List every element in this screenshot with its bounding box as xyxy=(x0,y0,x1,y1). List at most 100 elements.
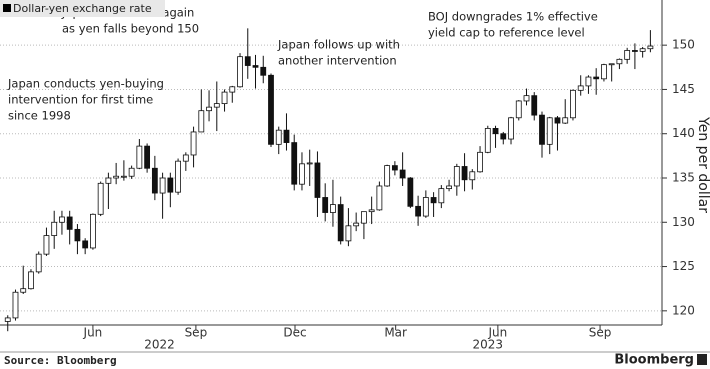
candle-body xyxy=(128,167,135,177)
candle-body xyxy=(484,128,491,153)
candle-body xyxy=(306,162,313,165)
candle-body xyxy=(90,213,96,249)
candle-body xyxy=(585,76,592,87)
x-tick-label: Jun xyxy=(487,326,507,340)
candle-body xyxy=(221,91,228,105)
y-tick-label: 125 xyxy=(672,259,695,273)
annotation: intervention for first time xyxy=(8,93,153,107)
candle-body xyxy=(384,165,391,187)
candle-body xyxy=(20,288,27,293)
candle-body xyxy=(570,89,576,119)
legend-label: Dollar-yen exchange rate xyxy=(13,2,152,15)
candle-body xyxy=(314,162,321,198)
y-tick-label: 140 xyxy=(672,126,695,140)
candle-body xyxy=(43,235,50,255)
candle-body xyxy=(539,114,545,145)
candle-body xyxy=(252,65,259,68)
candle-body xyxy=(74,228,81,242)
annotation: another intervention xyxy=(278,54,397,68)
candle-body xyxy=(213,103,220,108)
candle-body xyxy=(391,165,398,171)
candle-body xyxy=(446,185,452,190)
candle-body xyxy=(546,117,553,145)
candle-body xyxy=(477,151,483,173)
candle-body xyxy=(66,216,73,230)
y-tick-label: 135 xyxy=(672,170,695,184)
candle-body xyxy=(469,171,476,181)
candle-body xyxy=(337,204,344,242)
candle-body xyxy=(113,175,120,179)
candle-body xyxy=(368,209,375,213)
candle-body xyxy=(322,197,329,213)
candle-body xyxy=(500,133,507,140)
candle-body xyxy=(399,169,406,179)
candle-body xyxy=(299,163,305,185)
annotation: yield cap to reference level xyxy=(428,26,585,40)
candle-body xyxy=(515,100,522,119)
x-tick-label: Jun xyxy=(83,326,103,340)
brand: Bloomberg xyxy=(614,353,694,368)
candle-body xyxy=(438,188,445,204)
brand-icon xyxy=(697,354,707,365)
candle-body xyxy=(198,110,205,133)
candle-body xyxy=(639,48,646,52)
candle-body xyxy=(461,166,468,181)
candle-body xyxy=(430,197,437,204)
candle-body xyxy=(608,63,615,66)
candle-body xyxy=(97,182,104,215)
candle-body xyxy=(28,271,34,290)
candle-body xyxy=(82,240,89,249)
candle-body xyxy=(624,50,631,60)
x-tick-label: Sep xyxy=(185,326,208,340)
y-tick-label: 130 xyxy=(672,215,695,229)
candle-body xyxy=(330,204,336,213)
candle-body xyxy=(376,185,383,211)
candle-body xyxy=(167,177,174,193)
candle-body xyxy=(4,317,11,322)
legend-box xyxy=(0,0,165,17)
candle-body xyxy=(206,106,212,112)
candle-body xyxy=(237,56,243,88)
candle-body xyxy=(175,160,181,193)
candle-body xyxy=(275,129,282,145)
annotation: BOJ downgrades 1% effective xyxy=(428,10,598,24)
candle-body xyxy=(229,86,236,93)
candle-body xyxy=(632,50,638,52)
annotation: as yen falls beyond 150 xyxy=(62,22,199,36)
candle-body xyxy=(283,129,290,143)
candle-body xyxy=(577,85,584,91)
candle-body xyxy=(105,177,112,184)
candle-body xyxy=(260,66,267,76)
candle-body xyxy=(151,167,158,194)
candle-body xyxy=(453,166,460,187)
candle-body xyxy=(601,64,607,80)
annotation: since 1998 xyxy=(8,109,71,123)
y-axis-title: Yen per dollar xyxy=(695,116,710,213)
candle-body xyxy=(422,197,429,217)
candle-body xyxy=(523,95,530,102)
candle-body xyxy=(353,222,360,227)
candle-body xyxy=(190,131,197,156)
candle-body xyxy=(593,76,600,80)
y-tick-label: 150 xyxy=(672,38,695,52)
year-label: 2022 xyxy=(144,338,175,352)
candle-body xyxy=(51,221,58,236)
candle-body xyxy=(120,175,127,178)
candle-body xyxy=(291,142,298,185)
candle-body xyxy=(508,117,514,140)
candle-body xyxy=(345,225,352,242)
candle-body xyxy=(268,74,274,145)
candle-body xyxy=(647,45,654,50)
candle-body xyxy=(407,177,414,207)
candle-body xyxy=(554,117,561,124)
candle-body xyxy=(59,216,65,223)
candle-body xyxy=(144,145,151,169)
candle-body xyxy=(531,95,538,116)
x-tick-label: Mar xyxy=(384,326,407,340)
legend-swatch xyxy=(3,4,11,12)
candle-body xyxy=(616,58,623,65)
y-tick-label: 120 xyxy=(672,303,695,317)
candle-body xyxy=(492,128,499,135)
